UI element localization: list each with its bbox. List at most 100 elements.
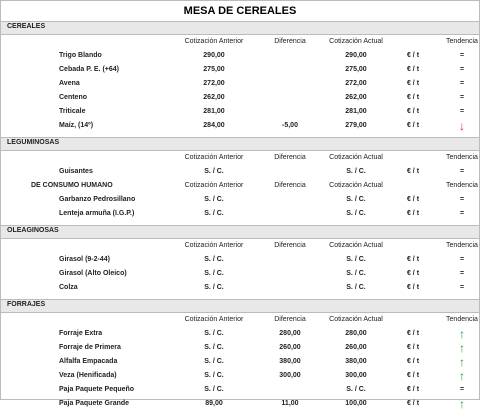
product-name: Forraje de Primera — [59, 344, 121, 351]
cell-value: 262,00 — [203, 94, 225, 101]
cell-value: € / t — [406, 122, 420, 129]
column-header: Cotización Anterior — [184, 38, 244, 45]
product-name: Alfalfa Empacada — [59, 358, 118, 365]
column-header: Tendencia — [446, 154, 478, 161]
section-title: FORRAJES — [7, 301, 46, 308]
product-name: Girasol (9-2-44) — [59, 256, 110, 263]
trend: = — [459, 256, 465, 263]
cell-value: S. / C. — [204, 372, 224, 379]
cell-value: € / t — [406, 52, 420, 59]
cell-value: 275,00 — [203, 66, 225, 73]
cell-value: 300,00 — [345, 372, 367, 379]
trend: ↑ — [459, 327, 465, 341]
cell-value: S. / C. — [204, 168, 224, 175]
cell-value: S. / C. — [204, 256, 224, 263]
product-name: Cebada P. E. (+64) — [59, 66, 119, 73]
cell-value: € / t — [406, 108, 420, 115]
cell-value: 281,00 — [203, 108, 225, 115]
cell-value: S. / C. — [346, 386, 366, 393]
cell-value: 260,00 — [345, 344, 367, 351]
cell-value: S. / C. — [204, 386, 224, 393]
section-bar — [1, 137, 479, 151]
trend: = — [459, 210, 465, 217]
product-name: Girasol (Alto Oleico) — [59, 270, 127, 277]
cell-value: S. / C. — [204, 210, 224, 217]
cell-value: S. / C. — [204, 270, 224, 277]
cell-value: € / t — [406, 168, 420, 175]
column-header: Cotización Actual — [329, 38, 383, 45]
trend: = — [459, 386, 465, 393]
product-name: Forraje Extra — [59, 330, 103, 337]
column-header: Cotización Actual — [329, 316, 383, 323]
cell-value: € / t — [406, 386, 420, 393]
cell-value: € / t — [406, 270, 420, 277]
trend: = — [459, 94, 465, 101]
section-title: CEREALES — [7, 23, 46, 30]
column-header: Cotización Actual — [329, 182, 383, 189]
column-header: Cotización Actual — [329, 242, 383, 249]
cell-value: -5,00 — [282, 122, 298, 129]
cell-value: 280,00 — [345, 330, 367, 337]
trend: ↑ — [459, 369, 465, 383]
trend: = — [459, 52, 465, 59]
column-header: Diferencia — [274, 316, 306, 323]
cell-value: 290,00 — [345, 52, 367, 59]
product-name: Veza (Henificada) — [59, 372, 117, 379]
trend: = — [459, 270, 465, 277]
cell-value: 260,00 — [279, 344, 301, 351]
cell-value: 262,00 — [345, 94, 367, 101]
cell-value: € / t — [406, 66, 420, 73]
product-name: Lenteja armuña (I.G.P.) — [59, 210, 135, 217]
cell-value: S. / C. — [346, 256, 366, 263]
cell-value: € / t — [406, 210, 420, 217]
product-name: Garbanzo Pedrosillano — [59, 196, 136, 203]
column-header: Diferencia — [274, 154, 306, 161]
column-header: Diferencia — [274, 182, 306, 189]
product-name: Guisantes — [59, 168, 93, 175]
cell-value: € / t — [406, 80, 420, 87]
section-bar — [1, 225, 479, 239]
cell-value: S. / C. — [346, 284, 366, 291]
page-title: MESA DE CEREALES — [1, 1, 479, 22]
cell-value: 281,00 — [345, 108, 367, 115]
cell-value: S. / C. — [204, 284, 224, 291]
column-header: Diferencia — [274, 242, 306, 249]
section-title: OLEAGINOSAS — [7, 227, 59, 234]
cell-value: 275,00 — [345, 66, 367, 73]
cell-value: 290,00 — [203, 52, 225, 59]
cell-value: S. / C. — [204, 196, 224, 203]
column-header: Cotización Anterior — [184, 316, 244, 323]
column-header: Cotización Anterior — [184, 154, 244, 161]
product-name: Triticale — [59, 108, 86, 115]
product-name: Colza — [59, 284, 78, 291]
cell-value: € / t — [406, 94, 420, 101]
product-name: Paja Paquete Pequeño — [59, 386, 135, 393]
column-header: Tendencia — [446, 38, 478, 45]
trend: = — [459, 108, 465, 115]
trend: ↑ — [459, 397, 465, 411]
cell-value: 300,00 — [279, 372, 301, 379]
trend: ↑ — [459, 355, 465, 369]
product-name: Maíz, (14º) — [59, 122, 94, 129]
column-header: Diferencia — [274, 38, 306, 45]
cell-value: € / t — [406, 284, 420, 291]
cell-value: 380,00 — [279, 358, 301, 365]
product-name: Paja Paquete Grande — [59, 400, 130, 407]
cell-value: € / t — [406, 372, 420, 379]
trend: = — [459, 284, 465, 291]
cell-value: S. / C. — [346, 196, 366, 203]
cell-value: S. / C. — [204, 344, 224, 351]
trend: = — [459, 66, 465, 73]
trend: = — [459, 80, 465, 87]
cell-value: S. / C. — [204, 330, 224, 337]
column-header: Tendencia — [446, 316, 478, 323]
cell-value: S. / C. — [346, 168, 366, 175]
column-header: Cotización Actual — [329, 154, 383, 161]
product-name: Avena — [59, 80, 80, 87]
cell-value: € / t — [406, 330, 420, 337]
group-label: DE CONSUMO HUMANO — [31, 182, 113, 189]
cell-value: € / t — [406, 256, 420, 263]
product-name: Centeno — [59, 94, 87, 101]
column-header: Cotización Anterior — [184, 242, 244, 249]
